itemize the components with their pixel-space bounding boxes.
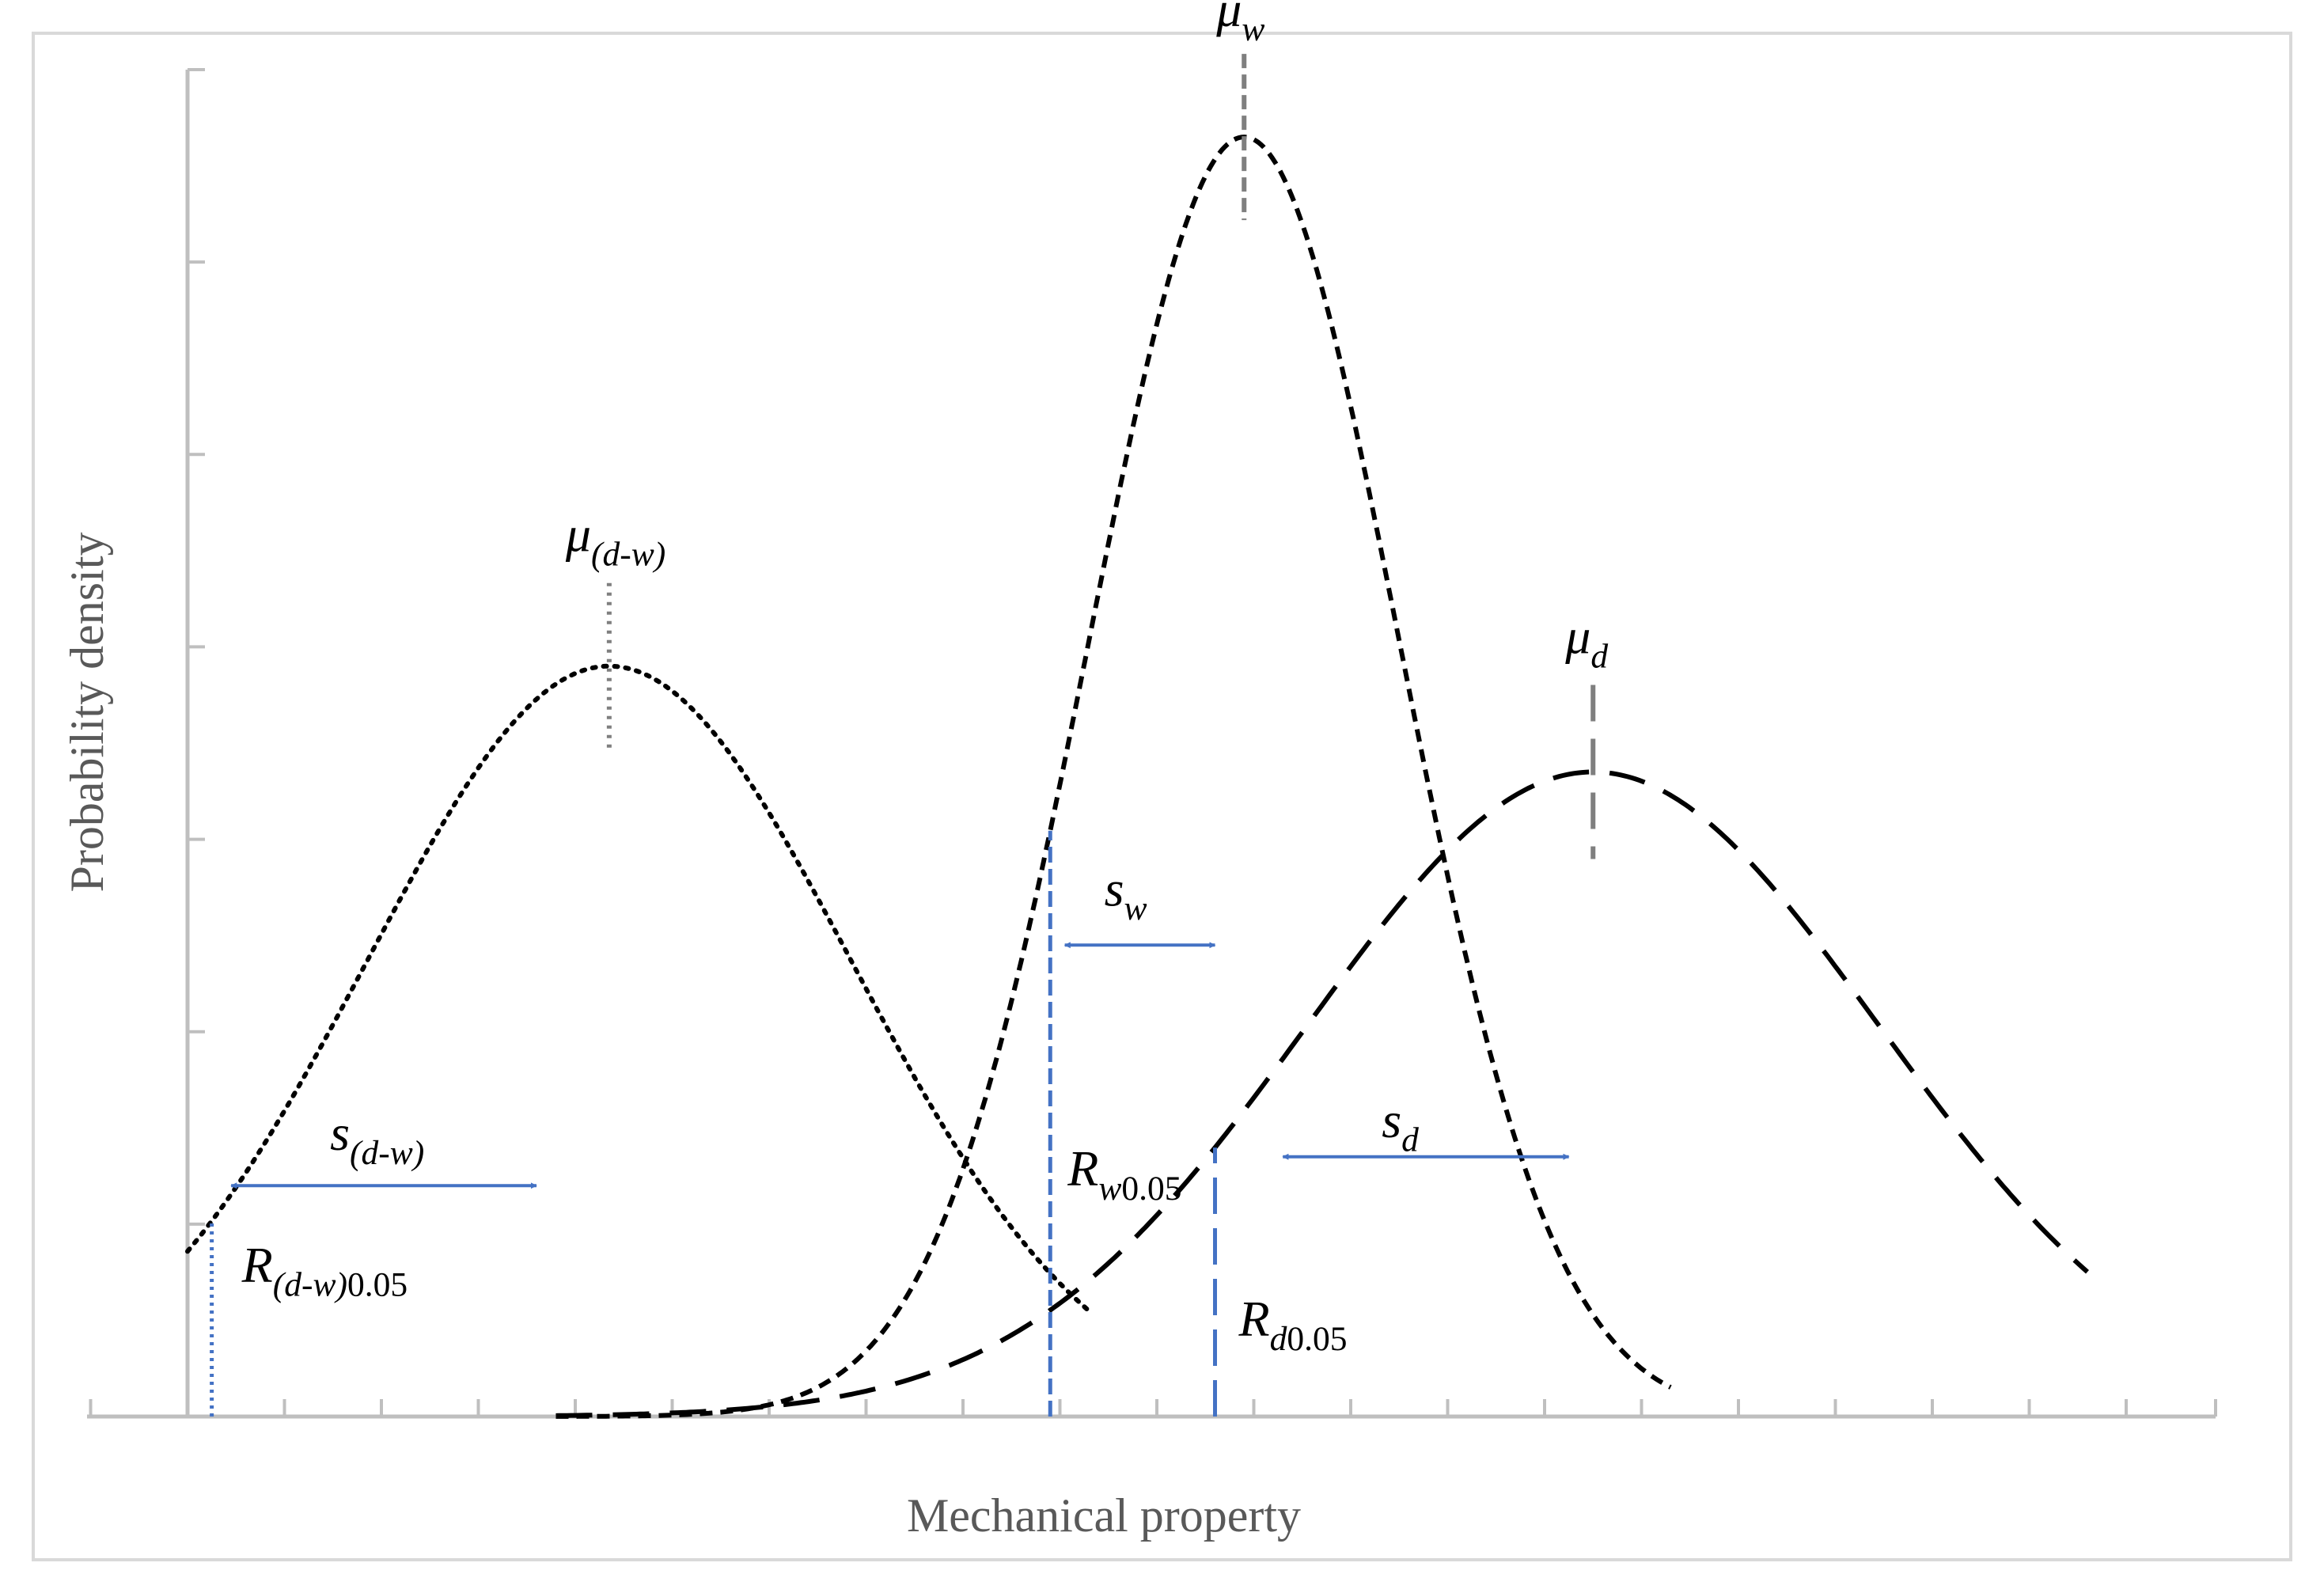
label-R-w: Rw0.05: [1067, 1140, 1181, 1208]
annotation-labels: μ(d-w) μw μd s(d-w) sw sd R(d-w)0.05 Rw0.05 Rd0.…: [241, 0, 1609, 1358]
markers: [210, 54, 1596, 1417]
label-R-d: Rd0.05: [1238, 1291, 1348, 1358]
label-s-dw: s(d-w): [330, 1105, 424, 1172]
label-mu-d: μd: [1564, 608, 1608, 675]
label-s-d: sd: [1382, 1092, 1419, 1159]
label-R-dw: R(d-w)0.05: [241, 1237, 408, 1304]
density-curve-w: [555, 135, 1672, 1419]
chart-frame: [32, 32, 2292, 1561]
label-mu-dw: μ(d-w): [565, 506, 665, 574]
label-mu-w: μw: [1215, 0, 1264, 48]
label-s-w: sw: [1105, 860, 1147, 927]
x-axis-title: Mechanical property: [907, 1489, 1301, 1542]
curves: [185, 135, 2089, 1419]
y-axis-title: Probability density: [61, 533, 113, 893]
axes: [87, 68, 2217, 1419]
density-curve-d: [555, 769, 2089, 1418]
density-curve-dw: [185, 663, 1092, 1314]
